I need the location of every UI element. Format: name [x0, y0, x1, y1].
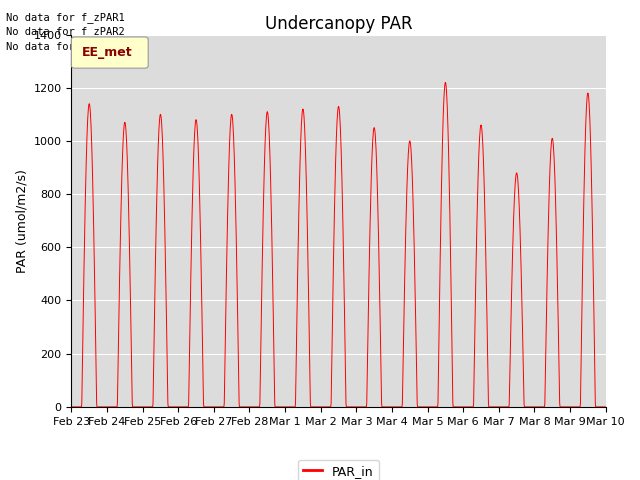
Text: No data for f_zPAR1: No data for f_zPAR1 — [6, 12, 125, 23]
Legend: PAR_in: PAR_in — [298, 459, 379, 480]
Y-axis label: PAR (umol/m2/s): PAR (umol/m2/s) — [15, 169, 28, 273]
Text: No data for f_zPAR2: No data for f_zPAR2 — [6, 26, 125, 37]
Title: Undercanopy PAR: Undercanopy PAR — [265, 15, 412, 33]
Text: EE_met: EE_met — [83, 46, 133, 59]
Text: No data for f_zPAR3: No data for f_zPAR3 — [6, 41, 125, 52]
